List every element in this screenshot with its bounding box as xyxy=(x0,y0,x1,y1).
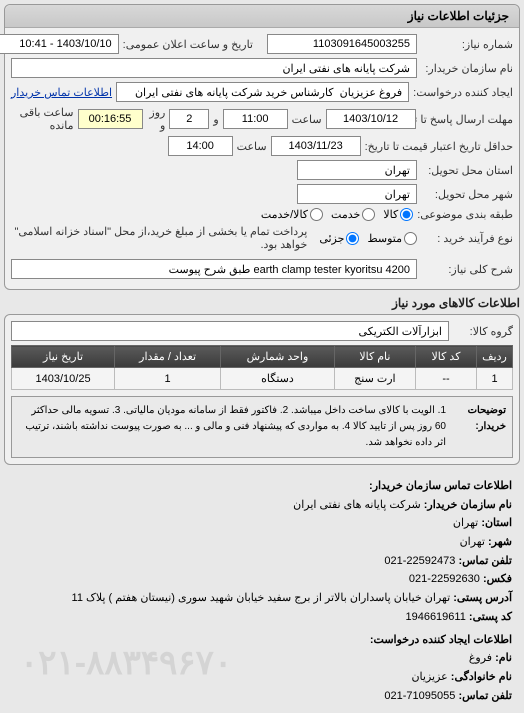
requester-label: ایجاد کننده درخواست: xyxy=(413,86,513,99)
col-date: تاریخ نیاز xyxy=(12,346,115,368)
c-ctel: 71095055-021 xyxy=(384,690,455,702)
c-zip-label: کد پستی: xyxy=(469,611,512,623)
price-validity-time-field xyxy=(168,136,233,156)
process-label: نوع فرآیند خرید : xyxy=(421,232,513,245)
buyer-org-label: نام سازمان خریدار: xyxy=(421,62,513,75)
c-fname: فروغ xyxy=(469,652,492,664)
province-field xyxy=(297,160,417,180)
cat-goods-radio[interactable] xyxy=(400,208,413,221)
col-unit: واحد شمارش xyxy=(221,346,335,368)
buyer-notes-box: توضیحات خریدار: 1. الویت با کالای ساخت د… xyxy=(11,396,513,458)
desc-label: توضیحات خریدار: xyxy=(446,403,506,451)
category-radio-group: کالا خدمت کالا/خدمت xyxy=(261,208,413,221)
need-details-panel: جزئیات اطلاعات نیاز شماره نیاز: تاریخ و … xyxy=(4,4,520,290)
contact-link[interactable]: اطلاعات تماس خریدار xyxy=(11,86,112,99)
city-field xyxy=(297,184,417,204)
c-org: شرکت پایانه های نفتی ایران xyxy=(293,499,421,511)
announce-label: تاریخ و ساعت اعلان عمومی: xyxy=(123,38,253,51)
deadline-date-field xyxy=(326,109,416,129)
proc-small-radio[interactable] xyxy=(346,232,359,245)
c-ctel-label: تلفن تماس: xyxy=(458,690,512,702)
c-zip: 1946619611 xyxy=(405,611,465,623)
requester-field xyxy=(116,82,409,102)
cell-row: 1 xyxy=(477,368,513,390)
price-validity-date-field xyxy=(271,136,361,156)
days-field xyxy=(169,109,209,129)
col-row: ردیف xyxy=(477,346,513,368)
cat-service-label: خدمت xyxy=(331,208,360,221)
price-validity-label: حداقل تاریخ اعتبار قیمت تا تاریخ: xyxy=(365,140,513,153)
cat-goods-service-label: کالا/خدمت xyxy=(261,208,308,221)
c-fax: 22592630-021 xyxy=(409,573,480,585)
proc-medium-radio[interactable] xyxy=(404,232,417,245)
group-field xyxy=(11,321,449,341)
province-label: استان محل تحویل: xyxy=(421,164,513,177)
items-table: ردیف کد کالا نام کالا واحد شمارش تعداد /… xyxy=(11,345,513,390)
process-note: پرداخت تمام یا بخشی از مبلغ خرید،از محل … xyxy=(11,225,307,251)
remaining-text: ساعت باقی مانده xyxy=(11,106,74,132)
items-section-title: اطلاعات کالاهای مورد نیاز xyxy=(4,296,520,310)
panel1-header: جزئیات اطلاعات نیاز xyxy=(5,5,519,28)
remaining-time-field xyxy=(78,109,143,129)
c-fax-label: فکس: xyxy=(483,573,512,585)
group-label: گروه کالا: xyxy=(453,325,513,338)
key-field xyxy=(11,259,417,279)
c-lname: عزیزیان xyxy=(411,671,447,683)
need-no-field xyxy=(267,34,417,54)
time-label-2: ساعت xyxy=(237,140,267,153)
items-panel: گروه کالا: ردیف کد کالا نام کالا واحد شم… xyxy=(4,314,520,465)
c-postal: تهران خیابان پاسداران بالاتر از برج سفید… xyxy=(72,592,451,604)
days-prefix: و xyxy=(213,113,218,126)
proc-medium-label: متوسط xyxy=(367,232,402,245)
buyer-org-field xyxy=(11,58,417,78)
c-lname-label: نام خانوادگی: xyxy=(451,671,512,683)
cell-date: 1403/10/25 xyxy=(12,368,115,390)
contact-title2: اطلاعات ایجاد کننده درخواست: xyxy=(12,631,512,650)
cat-goods-service-radio[interactable] xyxy=(310,208,323,221)
c-prov: تهران xyxy=(453,517,478,529)
c-city: تهران xyxy=(460,536,485,548)
desc-text: 1. الویت با کالای ساخت داخل میباشد. 2. ف… xyxy=(18,403,446,451)
c-org-label: نام سازمان خریدار: xyxy=(424,499,512,511)
c-tel-label: تلفن تماس: xyxy=(458,555,512,567)
contact-block: اطلاعات تماس سازمان خریدار: نام سازمان خ… xyxy=(0,469,524,713)
cell-code: -- xyxy=(415,368,476,390)
need-no-label: شماره نیاز: xyxy=(421,38,513,51)
days-suffix: روز و xyxy=(147,106,166,132)
cell-unit: دستگاه xyxy=(221,368,335,390)
cat-goods-label: کالا xyxy=(383,208,398,221)
key-label: شرح کلی نیاز: xyxy=(421,263,513,276)
cell-qty: 1 xyxy=(115,368,221,390)
col-qty: تعداد / مقدار xyxy=(115,346,221,368)
col-name: نام کالا xyxy=(334,346,415,368)
deadline-label: مهلت ارسال پاسخ تا تاریخ: xyxy=(420,113,513,126)
announce-field xyxy=(0,34,119,54)
cell-name: ارت سنج xyxy=(334,368,415,390)
c-prov-label: استان: xyxy=(481,517,512,529)
cat-service-radio[interactable] xyxy=(362,208,375,221)
deadline-time-field xyxy=(223,109,288,129)
c-fname-label: نام: xyxy=(495,652,512,664)
c-city-label: شهر: xyxy=(488,536,512,548)
col-code: کد کالا xyxy=(415,346,476,368)
table-row: 1 -- ارت سنج دستگاه 1 1403/10/25 xyxy=(12,368,513,390)
proc-small-label: جزئی xyxy=(319,232,344,245)
c-postal-label: آدرس پستی: xyxy=(453,592,512,604)
c-tel: 22592473-021 xyxy=(384,555,455,567)
city-label: شهر محل تحویل: xyxy=(421,188,513,201)
process-radio-group: متوسط جزئی xyxy=(319,232,417,245)
time-label-1: ساعت xyxy=(292,113,322,126)
category-label: طبقه بندی موضوعی: xyxy=(417,208,513,221)
contact-title1: اطلاعات تماس سازمان خریدار: xyxy=(12,477,512,496)
